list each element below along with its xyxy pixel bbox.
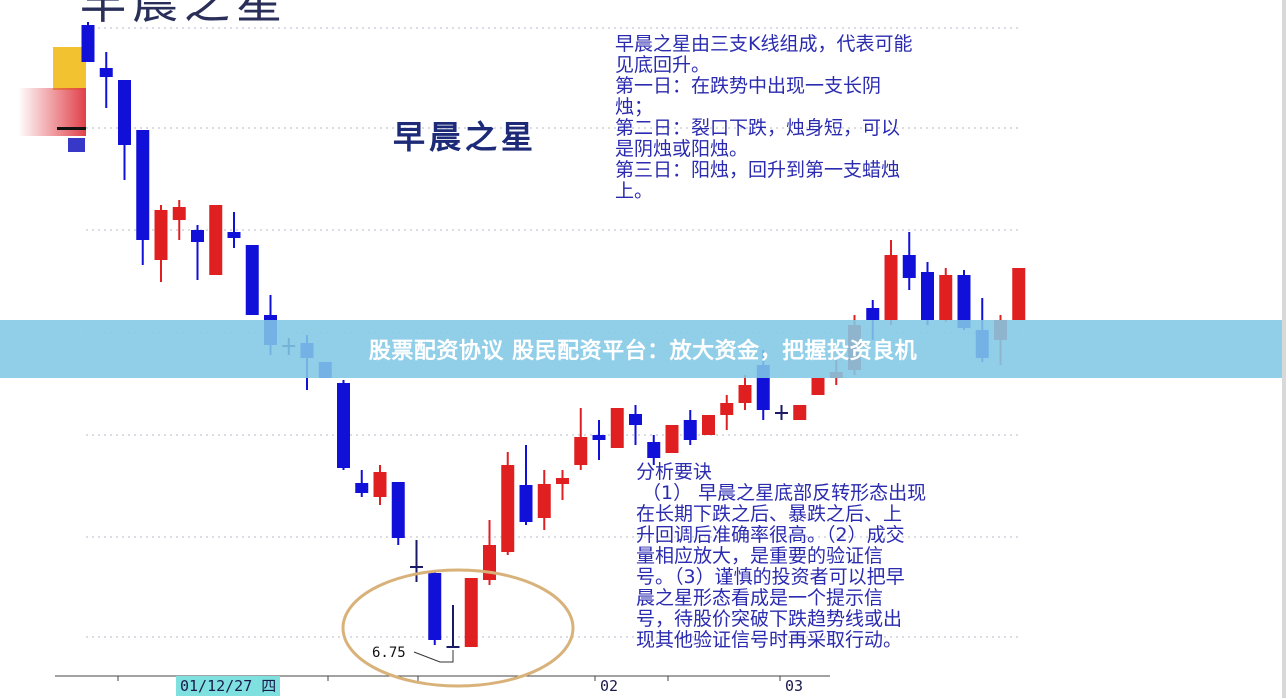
- chart-subtitle: 早晨之星: [393, 118, 538, 156]
- candle-body: [866, 308, 880, 320]
- candle-body: [99, 68, 113, 77]
- candle-body: [610, 408, 624, 448]
- candle-body: [884, 255, 898, 320]
- headline-text: 股票配资协议 股民配资平台：放大资金，把握投资良机: [368, 339, 918, 364]
- candle-body: [702, 415, 715, 435]
- candle-body: [154, 210, 168, 260]
- candle-body: [738, 385, 752, 403]
- scrollbar[interactable]: [1282, 0, 1286, 698]
- low-price-label: 6.75: [372, 645, 406, 661]
- candle-body: [1012, 268, 1026, 320]
- candle-body: [209, 205, 223, 275]
- candle-body: [191, 230, 204, 242]
- x-tick-label: 02: [600, 677, 619, 695]
- candle-body: [921, 272, 934, 320]
- candle-body: [136, 130, 150, 240]
- candle-body: [464, 578, 478, 647]
- candle-body: [556, 478, 569, 484]
- candle-body: [391, 482, 405, 538]
- candle-body: [410, 566, 423, 568]
- blue-decoration: [68, 138, 85, 152]
- chart-title: 早晨之星: [80, 0, 288, 29]
- black-line-decoration: [57, 127, 86, 130]
- x-tick-label: 03: [785, 677, 804, 695]
- candle-body: [355, 483, 369, 493]
- candle-body: [665, 425, 679, 453]
- candle-body: [172, 207, 186, 220]
- candle-body: [683, 420, 697, 440]
- x-tick-label: 01/12/27 四: [176, 676, 281, 696]
- yellow-decoration: [53, 47, 86, 90]
- candle-body: [939, 275, 953, 320]
- definition-note: 早晨之星由三支K线组成，代表可能 见底回升。 第一日：在跌势中出现一支长阴 烛；…: [615, 33, 913, 202]
- candle-body: [245, 245, 259, 315]
- candle-body: [227, 232, 241, 238]
- candle-body: [720, 403, 734, 415]
- low-price-pointer: [413, 650, 454, 663]
- candle-body: [483, 545, 496, 580]
- analysis-note: 分析要诀 （1） 早晨之星底部反转形态出现 在长期下跌之后、暴跌之后、上 升回调…: [636, 461, 927, 651]
- candle-body: [793, 405, 807, 420]
- candle-body: [537, 484, 551, 518]
- candle-body: [337, 383, 350, 468]
- candle-body: [647, 442, 661, 458]
- candle-body: [81, 25, 95, 62]
- candle-body: [118, 80, 131, 145]
- candle-body: [574, 437, 588, 465]
- candle-body: [373, 472, 387, 497]
- pattern-highlight-ellipse: [341, 568, 575, 688]
- candle-body: [629, 414, 642, 425]
- candle-body: [775, 412, 788, 414]
- candle-body: [592, 435, 606, 440]
- headline-banner[interactable]: 股票配资协议 股民配资平台：放大资金，把握投资良机: [0, 320, 1286, 378]
- candle-body: [902, 255, 916, 278]
- candle-body: [811, 378, 825, 395]
- candle-body: [519, 485, 533, 522]
- candle-body: [957, 275, 971, 328]
- candle-body: [446, 646, 460, 648]
- candle-body: [428, 573, 442, 640]
- candle-body: [501, 465, 515, 552]
